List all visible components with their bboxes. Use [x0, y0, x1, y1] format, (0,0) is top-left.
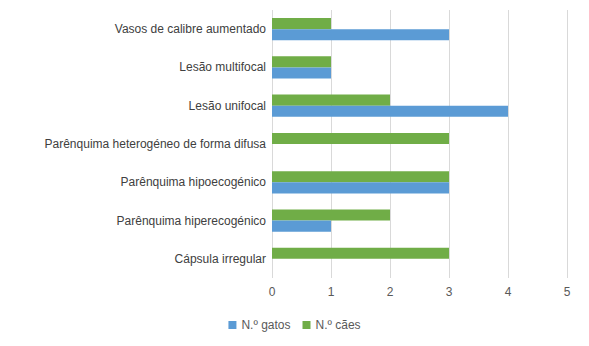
svg-text:2: 2: [387, 285, 394, 299]
svg-text:Lesão multifocal: Lesão multifocal: [179, 60, 266, 74]
svg-text:4: 4: [505, 285, 512, 299]
svg-text:Vasos de calibre aumentado: Vasos de calibre aumentado: [115, 22, 267, 36]
svg-text:Parênquima heterogéneo de form: Parênquima heterogéneo de forma difusa: [45, 137, 267, 151]
svg-text:5: 5: [564, 285, 571, 299]
svg-text:Parênquima hipoecogénico: Parênquima hipoecogénico: [121, 175, 267, 189]
svg-text:0: 0: [269, 285, 276, 299]
svg-text:Parênquima hiperecogénico: Parênquima hiperecogénico: [117, 214, 267, 228]
svg-text:1: 1: [328, 285, 335, 299]
svg-text:3: 3: [446, 285, 453, 299]
svg-text:N.º cães: N.º cães: [316, 318, 361, 332]
svg-text:Cápsula irregular: Cápsula irregular: [175, 252, 266, 266]
svg-text:Lesão unifocal: Lesão unifocal: [189, 99, 266, 113]
svg-text:N.º gatos: N.º gatos: [241, 318, 290, 332]
